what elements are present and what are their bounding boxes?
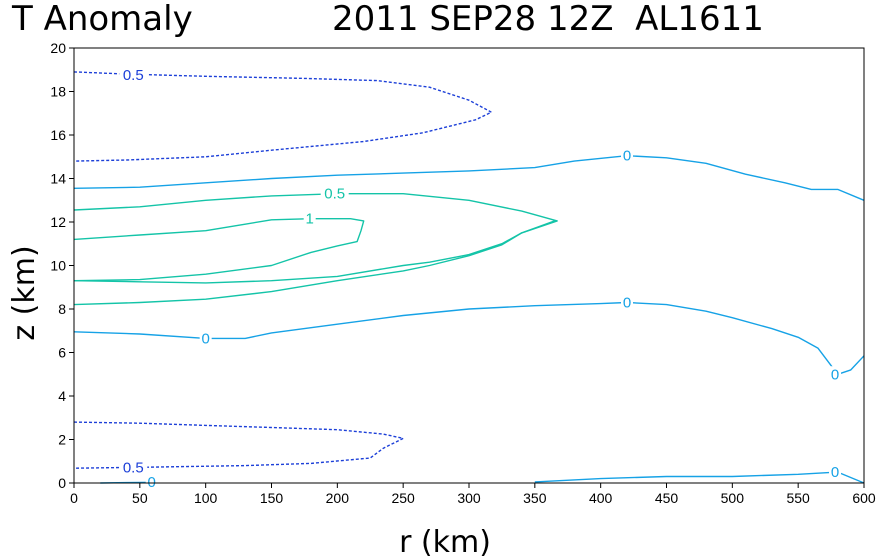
x-tick-label: 50 bbox=[132, 490, 148, 506]
x-tick-label: 150 bbox=[260, 490, 284, 506]
chart-title-right: 2011 SEP28 12Z AL1611 bbox=[332, 0, 764, 39]
x-tick-label: 600 bbox=[852, 490, 876, 506]
contour-label: 1 bbox=[306, 211, 314, 228]
contour-label-background bbox=[621, 294, 633, 311]
contour-line bbox=[73, 421, 404, 469]
contour-line bbox=[73, 71, 493, 162]
contour-label: 0 bbox=[148, 474, 156, 491]
contour-label-background bbox=[119, 459, 148, 476]
x-tick-label: 300 bbox=[457, 490, 481, 506]
contour-label: 0 bbox=[623, 294, 631, 311]
contour-label-background bbox=[119, 67, 148, 84]
contour-line bbox=[73, 220, 555, 306]
chart-title-left: T Anomaly bbox=[11, 0, 193, 39]
contour-label-background bbox=[303, 210, 316, 227]
contour-label-background bbox=[829, 366, 842, 383]
x-tick-label: 0 bbox=[70, 490, 78, 506]
y-tick-label: 16 bbox=[50, 127, 66, 143]
x-axis-ticks: 0 50 100 150 200 250 300 350 400 450 500 550 600 bbox=[70, 483, 876, 506]
contour-label-background bbox=[199, 330, 212, 347]
x-tick-label: 450 bbox=[655, 490, 679, 506]
x-tick-label: 200 bbox=[326, 490, 350, 506]
x-tick-label: 400 bbox=[589, 490, 613, 506]
contour-label: 0 bbox=[831, 464, 839, 481]
contour-line bbox=[73, 218, 365, 282]
plot-frame bbox=[73, 47, 865, 484]
y-tick-label: 12 bbox=[50, 214, 66, 230]
y-tick-label: 20 bbox=[50, 40, 66, 56]
y-axis-label: z (km) bbox=[7, 245, 42, 340]
y-tick-label: 8 bbox=[58, 301, 66, 317]
contour-label: 0 bbox=[201, 330, 209, 347]
y-tick-label: 6 bbox=[58, 345, 66, 361]
x-tick-label: 550 bbox=[786, 490, 810, 506]
contour-label-background bbox=[621, 147, 633, 164]
y-tick-label: 18 bbox=[50, 84, 66, 100]
contour-lines bbox=[73, 71, 865, 484]
contour-label: 0.5 bbox=[123, 67, 144, 84]
x-axis-label: r (km) bbox=[399, 525, 491, 558]
contour-label: 0 bbox=[623, 148, 631, 165]
contour-label: 0.5 bbox=[324, 186, 345, 203]
y-tick-label: 10 bbox=[50, 258, 66, 274]
contour-line bbox=[73, 301, 865, 375]
y-tick-label: 14 bbox=[50, 171, 66, 187]
contour-label-background bbox=[145, 473, 158, 490]
contour-label-background bbox=[829, 464, 842, 481]
x-tick-label: 500 bbox=[721, 490, 745, 506]
contour-label-background bbox=[320, 185, 349, 202]
x-tick-label: 250 bbox=[391, 490, 415, 506]
x-tick-label: 100 bbox=[194, 490, 218, 506]
x-tick-label: 350 bbox=[523, 490, 547, 506]
contour-line bbox=[73, 155, 865, 201]
y-axis-ticks: 0 2 4 6 8 10 12 14 16 18 20 bbox=[50, 40, 74, 491]
contour-line bbox=[534, 471, 865, 484]
contour-label: 0.5 bbox=[123, 459, 144, 476]
y-tick-label: 0 bbox=[58, 475, 66, 491]
contour-line bbox=[73, 193, 558, 284]
contour-label: 0 bbox=[831, 366, 839, 383]
y-tick-label: 2 bbox=[58, 432, 66, 448]
y-tick-label: 4 bbox=[58, 388, 66, 404]
